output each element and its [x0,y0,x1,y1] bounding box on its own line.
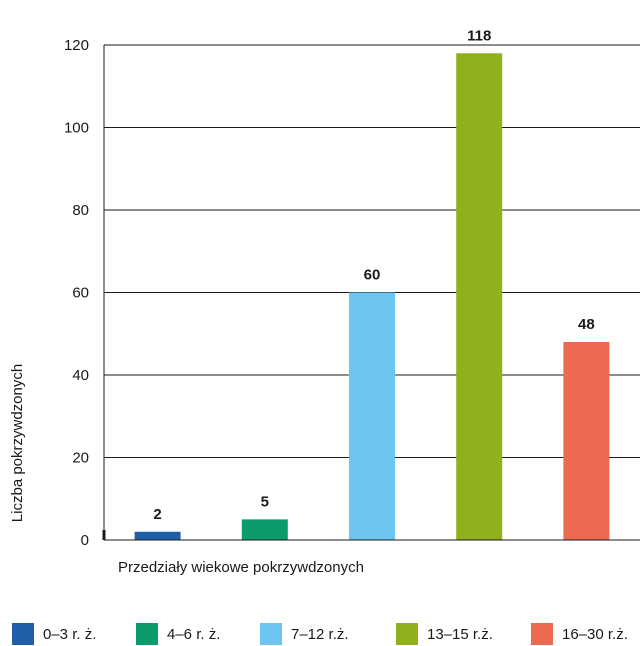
legend-label: 7–12 r.ż. [291,625,349,643]
y-tick-label: 80 [72,202,89,219]
y-tick-label: 20 [72,450,89,467]
data-label-3: 60 [364,267,381,284]
legend-swatch [396,623,418,645]
data-label-5: 48 [578,316,595,333]
legend-item: 4–6 r. ż. [136,623,220,645]
y-tick-labels: 0 20 40 60 80 100 120 [64,37,89,549]
legend-swatch [12,623,34,645]
legend-swatch [531,623,553,645]
bar-4 [456,53,503,540]
legend: 0–3 r. ż. 4–6 r. ż. 7–12 r.ż. 13–15 r.ż. 16–… [0,623,640,645]
legend-label: 16–30 r.ż. [562,625,628,643]
data-label-1: 2 [153,506,161,523]
y-tick-label: 0 [81,532,89,549]
legend-label: 13–15 r.ż. [427,625,493,643]
legend-label: 4–6 r. ż. [167,625,221,643]
data-label-2: 5 [261,493,269,510]
legend-swatch [260,623,282,645]
bar-3 [349,292,395,540]
legend-item: 7–12 r.ż. [260,623,349,645]
x-axis-title: Przedziały wiekowe pokrzywdzonych [118,559,364,576]
y-tick-label: 120 [64,37,89,54]
bar-2 [241,519,288,540]
bar-1 [134,531,181,540]
legend-item: 16–30 r.ż. [531,623,628,645]
legend-item: 13–15 r.ż. [396,623,493,645]
legend-swatch [136,623,158,645]
axes [102,45,640,541]
y-tick-label: 60 [72,285,89,302]
y-axis-title: Liczba pokrzywdzonych [9,364,26,522]
legend-item: 0–3 r. ż. [12,623,96,645]
bars [134,53,610,540]
y-tick-label: 100 [64,120,89,137]
bar-chart: 0 20 40 60 80 100 120 2 5 60 118 48 Liczba pokrzyw… [9,27,640,576]
y-tick-label: 40 [72,367,89,384]
data-labels: 2 5 60 118 48 [153,27,594,523]
data-label-4: 118 [467,27,491,44]
bar-5 [563,342,610,540]
legend-label: 0–3 r. ż. [43,625,97,643]
